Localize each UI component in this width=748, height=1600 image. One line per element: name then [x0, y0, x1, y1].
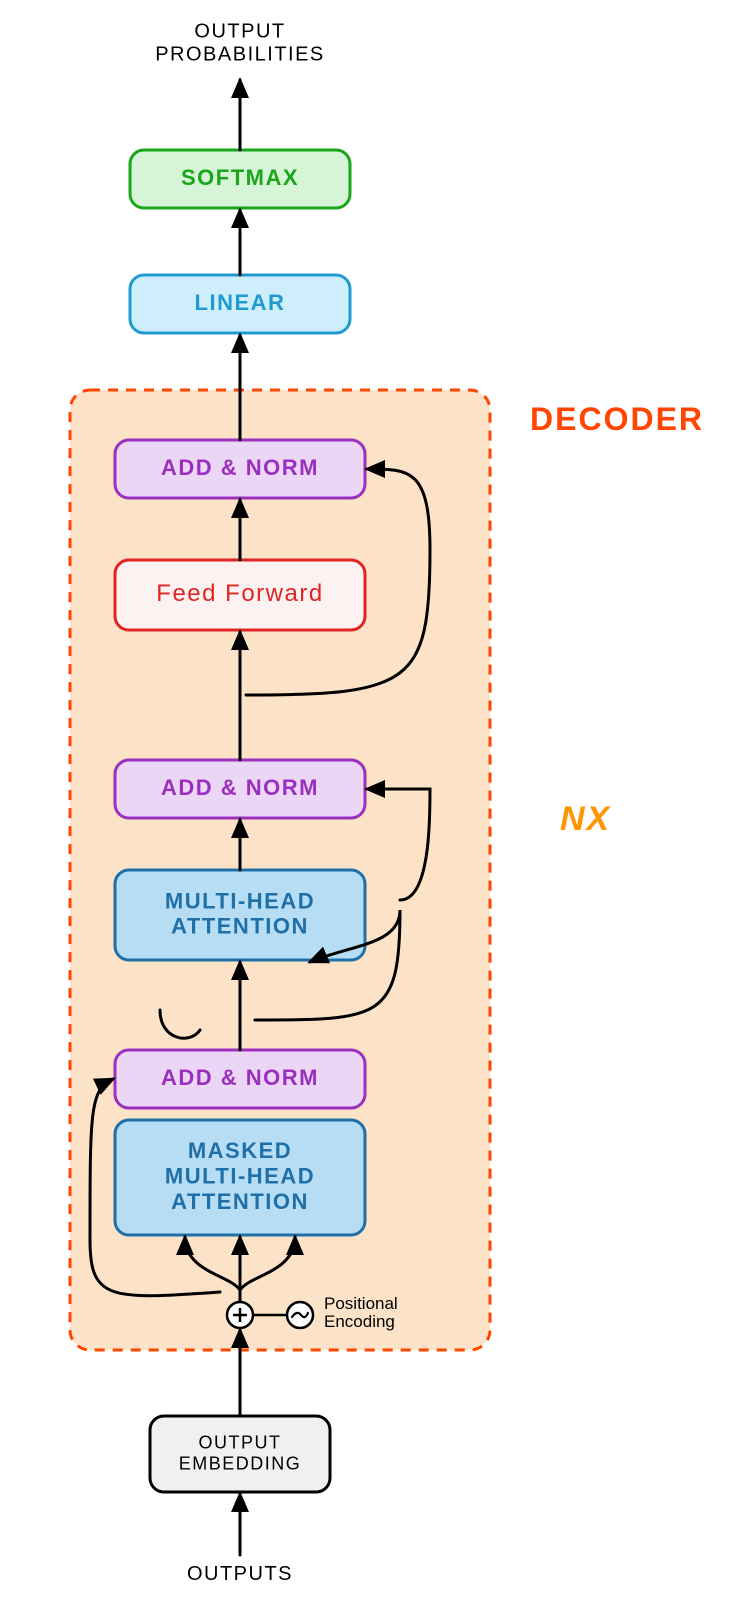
addnorm3-block: ADD & NORM: [115, 1050, 365, 1108]
svg-text:ADD & NORM: ADD & NORM: [161, 1065, 319, 1090]
svg-text:ADD & NORM: ADD & NORM: [161, 775, 319, 800]
multihead-block: MULTI-HEADATTENTION: [115, 870, 365, 960]
svg-text:SOFTMAX: SOFTMAX: [181, 165, 299, 190]
svg-text:LINEAR: LINEAR: [195, 290, 286, 315]
addnorm2-block: ADD & NORM: [115, 760, 365, 818]
linear-block: LINEAR: [130, 275, 350, 333]
svg-text:Feed Forward: Feed Forward: [156, 580, 323, 607]
addnorm1-block: ADD & NORM: [115, 440, 365, 498]
svg-text:MULTI-HEADATTENTION: MULTI-HEADATTENTION: [165, 888, 315, 938]
masked-block: MASKEDMULTI-HEADATTENTION: [115, 1120, 365, 1235]
softmax-block: SOFTMAX: [130, 150, 350, 208]
decoder-label: DECODER: [530, 401, 704, 437]
feedforward-block: Feed Forward: [115, 560, 365, 630]
svg-text:OUTPUTS: OUTPUTS: [187, 1563, 293, 1585]
embedding-block: OUTPUTEMBEDDING: [150, 1416, 330, 1492]
nx-label: NX: [560, 800, 612, 838]
svg-text:ADD & NORM: ADD & NORM: [161, 455, 319, 480]
transformer-decoder-diagram: DECODER NX OUTPUTEMBEDDING MASKEDMULTI-HEAD…: [0, 0, 748, 1600]
positional-encoding-label: PositionalEncoding: [324, 1294, 398, 1331]
svg-text:OUTPUTPROBABILITIES: OUTPUTPROBABILITIES: [155, 21, 325, 66]
